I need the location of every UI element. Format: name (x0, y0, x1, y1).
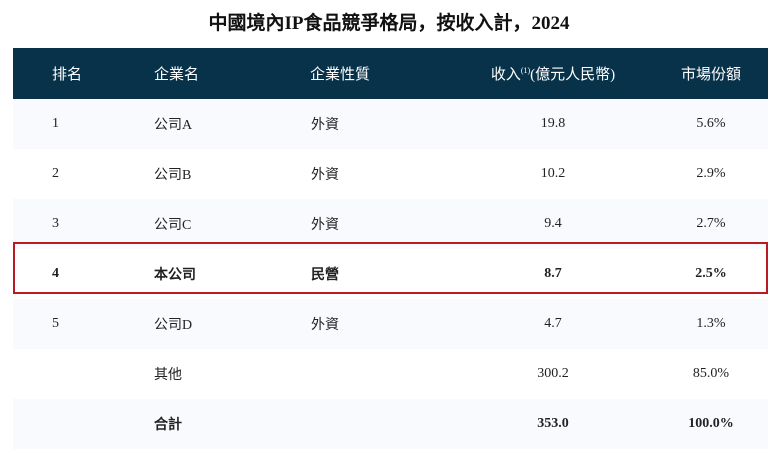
cell-revenue: 19.8 (452, 99, 654, 149)
cell-rank: 2 (52, 166, 59, 181)
competition-table: 排名 企業名 企業性質 收入(1)(億元人民幣) 市場份額 1 公司A 外資 1… (13, 48, 768, 449)
header-type: 企業性質 (310, 48, 452, 99)
cell-revenue: 10.2 (540, 166, 566, 181)
header-name: 企業名 (153, 48, 310, 99)
cell-rank: 4 (52, 266, 59, 281)
cell-revenue: 9.4 (452, 199, 654, 249)
cell-type: 外資 (310, 299, 452, 349)
cell-type: 民營 (311, 268, 339, 283)
cell-rank: 5 (13, 299, 153, 349)
cell-share: 1.3% (654, 299, 768, 349)
cell-rank: 3 (13, 199, 153, 249)
cell-name: 公司C (153, 199, 310, 249)
header-rank: 排名 (13, 48, 153, 99)
cell-type: 外資 (310, 99, 452, 149)
table-row: 2 公司B 外資 10.2 2.9% (13, 149, 768, 199)
cell-share: 85.0% (692, 366, 730, 381)
table-row: 其他 300.2 85.0% (13, 349, 768, 399)
table-row: 5 公司D 外資 4.7 1.3% (13, 299, 768, 349)
cell-name: 公司B (154, 168, 192, 183)
cell-name: 公司A (153, 99, 310, 149)
table-row: 3 公司C 外資 9.4 2.7% (13, 199, 768, 249)
cell-share: 5.6% (654, 99, 768, 149)
header-share: 市場份額 (654, 48, 768, 99)
total-row: 合計 353.0 100.0% (13, 399, 768, 449)
table-row: 1 公司A 外資 19.8 5.6% (13, 99, 768, 149)
cell-type (310, 399, 452, 449)
cell-rank: 1 (13, 99, 153, 149)
cell-name: 公司D (153, 299, 310, 349)
header-revenue: 收入(1)(億元人民幣) (452, 48, 654, 99)
cell-type: 外資 (310, 199, 452, 249)
table-title: 中國境內IP食品競爭格局，按收入計，2024 (208, 13, 570, 34)
cell-name: 其他 (154, 368, 182, 383)
footnote-marker: (1) (520, 66, 531, 75)
header-revenue-unit: (億元人民幣) (530, 67, 616, 83)
cell-type: 外資 (311, 168, 339, 183)
cell-type (310, 349, 452, 399)
cell-revenue: 8.7 (544, 266, 562, 281)
cell-rank (13, 349, 153, 399)
cell-revenue: 353.0 (452, 399, 654, 449)
header-row: 排名 企業名 企業性質 收入(1)(億元人民幣) 市場份額 (13, 48, 768, 99)
table-row-highlighted: 4 本公司 民營 8.7 2.5% (13, 249, 768, 299)
cell-share: 2.9% (696, 166, 726, 181)
cell-name: 合計 (153, 399, 310, 449)
cell-name: 本公司 (154, 268, 196, 283)
cell-revenue: 300.2 (537, 366, 569, 381)
cell-share: 2.7% (654, 199, 768, 249)
cell-revenue: 4.7 (452, 299, 654, 349)
cell-share: 2.5% (695, 266, 727, 281)
cell-rank (13, 399, 153, 449)
cell-share: 100.0% (654, 399, 768, 449)
header-revenue-label: 收入 (490, 67, 521, 83)
